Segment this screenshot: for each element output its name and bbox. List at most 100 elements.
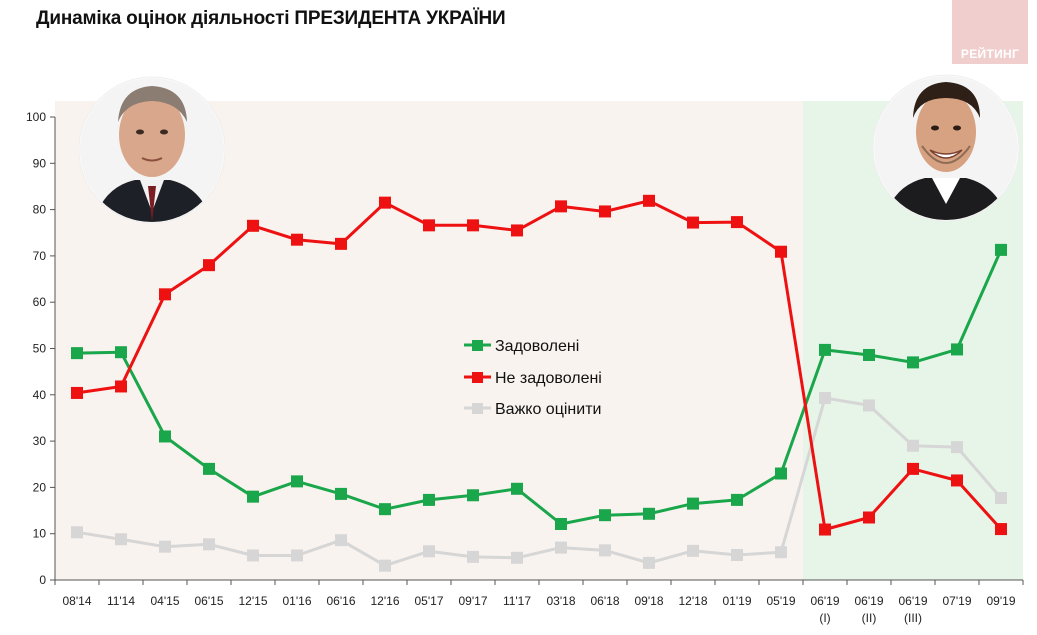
data-point-unsatisfied: [247, 219, 259, 232]
data-point-satisfied: [335, 487, 347, 500]
data-point-hard: [159, 540, 171, 553]
data-point-hard: [599, 544, 611, 557]
data-point-satisfied: [687, 497, 699, 510]
y-tick-label: 90: [33, 156, 47, 170]
y-tick-label: 10: [33, 527, 47, 541]
data-point-hard: [423, 545, 435, 558]
x-tick-label: 03'18: [547, 594, 576, 608]
data-point-hard: [819, 392, 831, 405]
y-tick-label: 70: [33, 249, 47, 263]
data-point-unsatisfied: [555, 200, 567, 213]
x-tick-label: 06'15: [195, 594, 224, 608]
y-tick-label: 20: [33, 480, 47, 494]
legend-marker-unsatisfied: [472, 372, 483, 383]
x-tick-label: 09'18: [635, 594, 664, 608]
y-tick-label: 50: [33, 342, 47, 356]
data-point-satisfied: [467, 489, 479, 502]
data-point-hard: [643, 556, 655, 569]
data-point-satisfied: [819, 343, 831, 356]
legend-label-satisfied: Задоволені: [495, 338, 579, 355]
data-point-unsatisfied: [159, 288, 171, 301]
legend-label-unsatisfied: Не задоволені: [495, 370, 602, 387]
data-point-hard: [379, 559, 391, 572]
data-point-hard: [995, 492, 1007, 505]
data-point-satisfied: [643, 507, 655, 520]
x-tick-label: 11'14: [107, 594, 135, 608]
x-tick-label: 04'15: [151, 594, 180, 608]
data-point-satisfied: [379, 503, 391, 516]
x-tick-label: 07'19: [943, 594, 972, 608]
data-point-unsatisfied: [379, 196, 391, 209]
x-tick-label: 06'16: [327, 594, 356, 608]
data-point-unsatisfied: [995, 523, 1007, 536]
data-point-satisfied: [863, 348, 875, 361]
data-point-hard: [863, 399, 875, 412]
x-tick-label: 05'17: [415, 594, 444, 608]
data-point-unsatisfied: [819, 523, 831, 536]
data-point-unsatisfied: [115, 380, 127, 393]
y-tick-label: 100: [26, 110, 46, 124]
x-tick-label: 06'18: [591, 594, 620, 608]
y-tick-label: 30: [33, 434, 47, 448]
data-point-satisfied: [291, 475, 303, 488]
x-tick-label: 11'17: [503, 594, 531, 608]
x-tick-sublabel: (III): [904, 611, 922, 625]
y-tick-label: 80: [33, 203, 47, 217]
chart-series: [71, 194, 1007, 572]
chart-axes: 0 10 20 30 40 50 60 70 80 90 100 08'14 11'14 04'15 06'…: [26, 110, 1024, 625]
page-title: Динаміка оцінок діяльності ПРЕЗИДЕНТА УК…: [36, 8, 506, 29]
data-point-satisfied: [907, 356, 919, 369]
portrait-zelensky: [872, 74, 1020, 222]
data-point-satisfied: [599, 509, 611, 522]
data-point-hard: [731, 548, 743, 561]
data-point-hard: [291, 549, 303, 562]
x-tick-label: 08'14: [63, 594, 92, 608]
data-point-unsatisfied: [951, 474, 963, 487]
series-line-unsatisfied: [76, 199, 1003, 531]
x-tick-label: 05'19: [767, 594, 796, 608]
data-point-satisfied: [115, 346, 127, 359]
data-point-unsatisfied: [775, 245, 787, 258]
data-point-satisfied: [995, 243, 1007, 256]
data-point-hard: [335, 534, 347, 547]
data-point-unsatisfied: [599, 205, 611, 218]
x-tick-label: 12'16: [371, 594, 400, 608]
data-point-hard: [555, 541, 567, 554]
data-point-unsatisfied: [643, 194, 655, 207]
series-line-hard: [76, 396, 1003, 568]
data-point-satisfied: [247, 490, 259, 503]
data-point-unsatisfied: [71, 386, 83, 399]
data-point-satisfied: [71, 347, 83, 360]
data-point-hard: [951, 441, 963, 454]
legend-marker-hard: [472, 403, 483, 414]
data-point-unsatisfied: [863, 511, 875, 524]
data-point-unsatisfied: [731, 216, 743, 229]
series-hard: [71, 392, 1007, 572]
x-tick-sublabel: (I): [819, 611, 830, 625]
data-point-hard: [467, 550, 479, 563]
data-point-unsatisfied: [467, 219, 479, 232]
data-point-unsatisfied: [203, 259, 215, 272]
chart-legend: Задоволені Не задоволені Важко оцінити: [464, 338, 602, 418]
y-tick-label: 0: [39, 573, 46, 587]
data-point-unsatisfied: [335, 237, 347, 250]
data-point-unsatisfied: [291, 233, 303, 246]
data-point-unsatisfied: [907, 462, 919, 475]
data-point-satisfied: [951, 343, 963, 356]
data-point-unsatisfied: [511, 224, 523, 237]
brand-logo: РЕЙТИНГ: [952, 0, 1028, 64]
x-tick-sublabel: (II): [862, 611, 877, 625]
data-point-hard: [775, 546, 787, 559]
data-point-hard: [247, 549, 259, 562]
data-point-satisfied: [423, 493, 435, 506]
legend-label-hard: Важко оцінити: [495, 401, 601, 418]
data-point-unsatisfied: [687, 216, 699, 229]
data-point-satisfied: [203, 462, 215, 475]
x-tick-label: 06'19: [855, 594, 884, 608]
data-point-hard: [687, 544, 699, 557]
series-line-satisfied: [76, 249, 1003, 526]
data-point-satisfied: [511, 482, 523, 495]
x-tick-label: 12'15: [239, 594, 268, 608]
data-point-satisfied: [555, 517, 567, 530]
